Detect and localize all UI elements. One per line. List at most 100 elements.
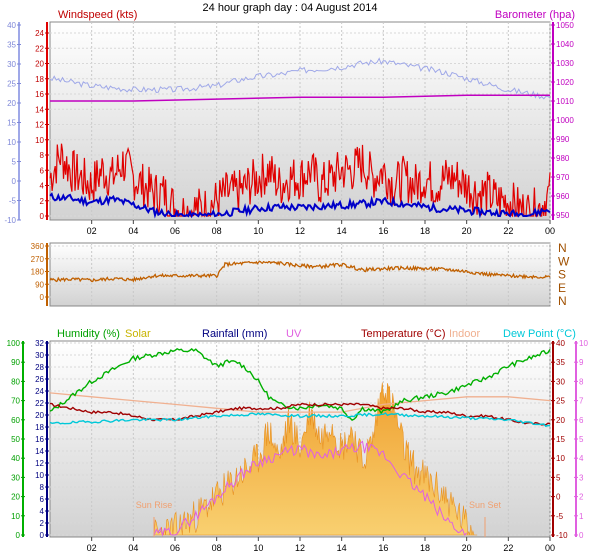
rain-tick-label: 12 — [35, 459, 44, 468]
gust-series-line — [49, 57, 551, 100]
climate-time-axis: 02 04 06 08 10 12 14 16 18 20 22 00 — [87, 537, 555, 553]
humidity-tick-label: 60 — [11, 416, 20, 425]
climate-time-label: 04 — [128, 543, 138, 553]
rain-tick-label: 32 — [35, 339, 44, 348]
rain-tick-label: 16 — [35, 435, 44, 444]
rain-tick-label: 2 — [40, 519, 45, 528]
temperature-tick-label: 35 — [556, 358, 565, 367]
climate-time-label: 12 — [295, 543, 305, 553]
rain-tick-label: 14 — [35, 447, 44, 456]
uv-tick-label: 0 — [579, 531, 584, 540]
humidity-label: Humidity (%) — [57, 328, 120, 340]
gust-tick-label: -10 — [4, 216, 16, 225]
rain-tick-label: 26 — [35, 375, 44, 384]
wind-tick-label: 2 — [40, 197, 45, 206]
compass-label: N — [558, 294, 567, 308]
rain-tick-label: 28 — [35, 363, 44, 372]
climate-time-label: 08 — [212, 543, 222, 553]
uv-tick-label: 2 — [579, 493, 584, 502]
barometer-series-line — [50, 94, 550, 102]
humidity-tick-label: 30 — [11, 473, 20, 482]
uv-tick-label: 7 — [579, 397, 584, 406]
gust-tick-label: 10 — [7, 138, 16, 147]
temperature-tick-label: 10 — [556, 454, 565, 463]
rain-tick-label: 22 — [35, 399, 44, 408]
baro-tick-label: 1020 — [556, 78, 574, 87]
uv-series-line — [153, 440, 468, 537]
baro-tick-label: 970 — [556, 173, 570, 182]
wind-time-label: 08 — [212, 226, 222, 236]
wind-time-label: 04 — [128, 226, 138, 236]
wind-tick-label: 12 — [35, 121, 44, 130]
compass-label: N — [558, 241, 567, 255]
humidity-tick-label: 100 — [7, 339, 21, 348]
climate-time-label: 10 — [253, 543, 263, 553]
wind-time-label: 00 — [545, 226, 555, 236]
uv-tick-label: 10 — [579, 339, 588, 348]
sunset-annotation: Sun Set — [469, 500, 502, 510]
gust-tick-label: -5 — [9, 197, 17, 206]
rain-tick-label: 24 — [35, 387, 44, 396]
uv-tick-label: 9 — [579, 358, 584, 367]
gust-tick-label: 40 — [7, 21, 16, 30]
humidity-tick-label: 80 — [11, 377, 20, 386]
wind-time-label: 06 — [170, 226, 180, 236]
uv-tick-label: 5 — [579, 435, 584, 444]
windspeed-series-line — [49, 143, 551, 218]
wind-tick-label: 18 — [35, 75, 44, 84]
temperature-tick-label: -10 — [556, 531, 568, 540]
climate-time-label: 06 — [170, 543, 180, 553]
temperature-tick-label: 5 — [556, 473, 561, 482]
direction-tick-label: 360 — [31, 242, 45, 251]
compass-label: E — [558, 281, 566, 295]
graph-title: 24 hour graph day : 04 August 2014 — [203, 2, 378, 14]
rain-tick-label: 8 — [40, 483, 45, 492]
solar-label: Solar — [125, 328, 151, 340]
uv-tick-label: 1 — [579, 512, 584, 521]
humidity-tick-label: 10 — [11, 512, 20, 521]
uv-label: UV — [286, 328, 302, 340]
indoor-series-line — [49, 392, 551, 413]
wind-tick-label: 22 — [35, 44, 44, 53]
uv-tick-label: 4 — [579, 454, 584, 463]
rainfall-label: Rainfall (mm) — [202, 328, 267, 340]
average-wind-series-line — [49, 192, 551, 219]
climate-time-label: 20 — [462, 543, 472, 553]
climate-time-label: 22 — [503, 543, 513, 553]
wind-panel-grid — [50, 22, 551, 220]
direction-tick-label: 180 — [31, 268, 45, 277]
temperature-tick-label: 25 — [556, 397, 565, 406]
wind-panel: Windspeed (kts) Barometer (hpa) 40353025… — [4, 9, 575, 236]
temperature-label: Temperature (°C) — [361, 328, 445, 340]
wind-time-label: 18 — [420, 226, 430, 236]
climate-time-label: 14 — [337, 543, 347, 553]
uv-tick-label: 8 — [579, 377, 584, 386]
wind-tick-label: 20 — [35, 60, 44, 69]
uv-tick-label: 6 — [579, 416, 584, 425]
wind-tick-label: 4 — [40, 182, 45, 191]
uv-tick-label: 3 — [579, 473, 584, 482]
indoor-label: Indoor — [449, 328, 481, 340]
baro-tick-label: 980 — [556, 154, 570, 163]
wind-direction-series-line — [49, 260, 551, 283]
compass-label: S — [558, 268, 566, 282]
gust-tick-label: 30 — [7, 60, 16, 69]
rain-tick-label: 0 — [40, 531, 45, 540]
temperature-tick-label: -5 — [556, 512, 564, 521]
gust-tick-label: 20 — [7, 99, 16, 108]
wind-time-axis: 02 04 06 08 10 12 14 16 18 20 22 00 — [87, 220, 555, 236]
climate-time-label: 00 — [545, 543, 555, 553]
humidity-tick-label: 0 — [16, 531, 21, 540]
dewpoint-label: Dew Point (°C) — [503, 328, 576, 340]
dewpoint-series-line — [49, 412, 551, 428]
temperature-tick-label: 15 — [556, 435, 565, 444]
humidity-tick-label: 70 — [11, 397, 20, 406]
baro-tick-label: 1050 — [556, 21, 574, 30]
direction-tick-label: 270 — [31, 255, 45, 264]
windspeed-label: Windspeed (kts) — [58, 9, 137, 21]
temperature-tick-label: 0 — [556, 493, 561, 502]
